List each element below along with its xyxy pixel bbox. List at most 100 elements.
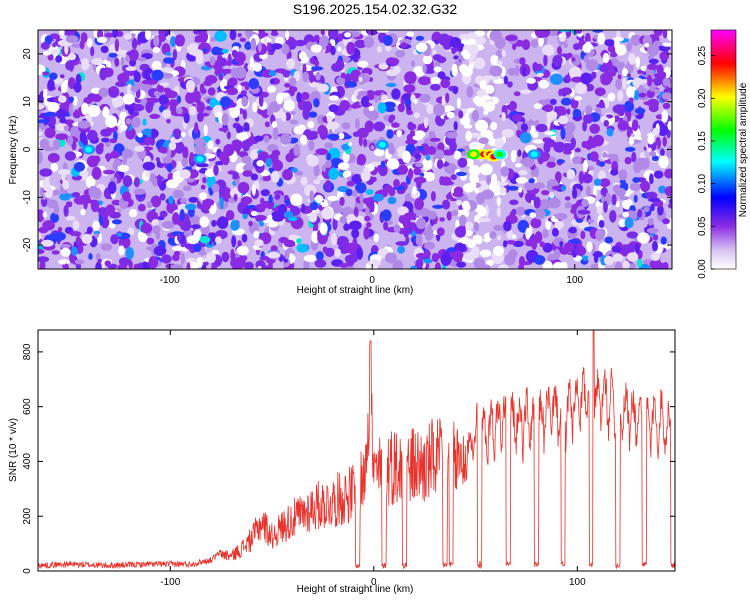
- spectrogram-cell: [386, 158, 400, 170]
- spectrogram-cell: [267, 222, 279, 228]
- spectrogram-cell: [544, 138, 555, 145]
- spectrogram-cell: [513, 91, 521, 97]
- spectrogram-cell: [409, 265, 418, 269]
- snr-x-tick-label: 0: [371, 577, 377, 588]
- spectrogram-cell: [598, 220, 605, 228]
- spectrogram-cell: [372, 193, 384, 202]
- spectrogram-cell: [190, 224, 202, 229]
- spectrogram-cell: [162, 156, 173, 164]
- snr-y-tick-label: 600: [22, 398, 33, 415]
- spectrogram-cell: [248, 78, 259, 90]
- spectrogram-cell: [257, 265, 262, 269]
- spectrogram-cell: [554, 213, 568, 220]
- spectrogram-cell: [41, 41, 50, 50]
- spectrogram-cell: [218, 151, 228, 162]
- spectrogram-cell: [106, 152, 111, 162]
- spectrogram-cell: [360, 170, 371, 182]
- spectrogram-cell: [509, 199, 519, 206]
- spectrogram-cell: [404, 71, 417, 84]
- spectrogram-cell: [628, 53, 636, 65]
- spectrogram-cell: [211, 262, 217, 269]
- spectrogram-cell: [97, 207, 109, 215]
- spectrogram-cell: [456, 261, 466, 268]
- spectrogram-cell: [395, 241, 409, 246]
- spectrogram-cell: [600, 75, 612, 86]
- spectrogram-cell: [633, 194, 638, 203]
- spectrogram-cell: [588, 165, 594, 171]
- spectrogram-cell: [52, 34, 61, 40]
- spectrogram-cell: [56, 108, 67, 120]
- spectrogram-cell: [181, 157, 189, 168]
- spectrogram-cell: [328, 30, 339, 40]
- spectrogram-cell: [506, 185, 519, 191]
- spectrogram-cell: [192, 243, 202, 253]
- spectrogram-cell: [141, 79, 152, 85]
- spectrogram-cell: [73, 95, 78, 106]
- spectrogram-cell: [328, 104, 339, 113]
- spectrogram-cell: [548, 192, 555, 199]
- spectrogram-cell: [265, 157, 273, 168]
- spectrogram-cell: [116, 30, 124, 37]
- spectrogram-cell: [490, 55, 498, 66]
- spectrogram-cell: [519, 57, 526, 65]
- spectrogram-cell: [245, 162, 255, 171]
- spectrogram-cell: [289, 119, 299, 125]
- spectrogram-cell: [624, 146, 636, 152]
- spectrogram-cell: [180, 197, 187, 204]
- spectrogram-cell: [413, 99, 418, 104]
- spectrogram-cell: [160, 146, 168, 154]
- spectrogram-cell: [69, 125, 81, 138]
- spectrogram-cell: [215, 236, 222, 245]
- spectrogram-cell: [453, 121, 458, 131]
- spectrogram-cell: [557, 159, 565, 164]
- spectrogram-cell: [230, 219, 240, 231]
- spectrogram-cell: [130, 85, 139, 93]
- spectrogram-cell: [580, 72, 592, 85]
- spectrogram-cell: [57, 226, 63, 233]
- spectrogram-cell: [580, 230, 586, 240]
- colorbar-tick-label: 0.05: [697, 216, 708, 236]
- spectrogram-cell: [339, 100, 351, 111]
- spectrogram-cell: [589, 151, 599, 162]
- snr-y-tick-label: 0: [22, 568, 33, 574]
- spectrogram-cell: [643, 206, 650, 213]
- spectrogram-cell: [53, 204, 60, 215]
- spectrogram-cell: [102, 59, 108, 65]
- spectrogram-cell: [159, 30, 166, 36]
- spectrogram-cell: [308, 111, 318, 118]
- spectrogram-cell: [522, 156, 535, 168]
- spectrogram-cell: [488, 180, 499, 188]
- spectrogram-cell: [530, 39, 539, 48]
- spectrogram-cell: [198, 192, 208, 201]
- spectrogram-cell: [114, 57, 120, 67]
- spectrogram-cell: [300, 134, 308, 146]
- spectrogram-cell: [95, 261, 102, 269]
- spectrogram-cell: [462, 51, 471, 60]
- spectrogram-cell: [544, 131, 556, 136]
- spectrogram-x-tick-label: -100: [160, 275, 180, 286]
- spectrogram-cell: [542, 44, 555, 56]
- spectrogram-cell: [151, 128, 158, 139]
- spectrogram-cell: [320, 30, 325, 36]
- spectrogram-cell: [301, 203, 306, 213]
- spectrogram-cell: [353, 206, 359, 218]
- spectrogram-cell: [301, 91, 310, 101]
- spectrogram-cell: [446, 194, 451, 200]
- spectrogram-cell: [397, 206, 409, 216]
- spectrogram-cell: [356, 153, 367, 166]
- spectrogram-cell: [196, 101, 205, 114]
- spectrogram-cell: [515, 177, 528, 184]
- spectrogram-cell: [424, 241, 435, 250]
- spectrogram-cell: [632, 177, 641, 183]
- spectrogram-cell: [327, 195, 339, 202]
- spectrogram-cell: [274, 193, 281, 200]
- spectrogram-cell: [218, 189, 226, 196]
- spectrogram-cell: [503, 240, 508, 248]
- spectrogram-cell: [526, 77, 536, 84]
- spectrogram-cell: [159, 82, 170, 87]
- spectrogram-ylabel: Frequency (Hz): [8, 116, 19, 185]
- spectrogram-cell: [59, 192, 71, 201]
- spectrogram-cell: [202, 198, 215, 207]
- spectrogram-cell: [161, 254, 172, 264]
- spectrogram-cell: [536, 72, 544, 77]
